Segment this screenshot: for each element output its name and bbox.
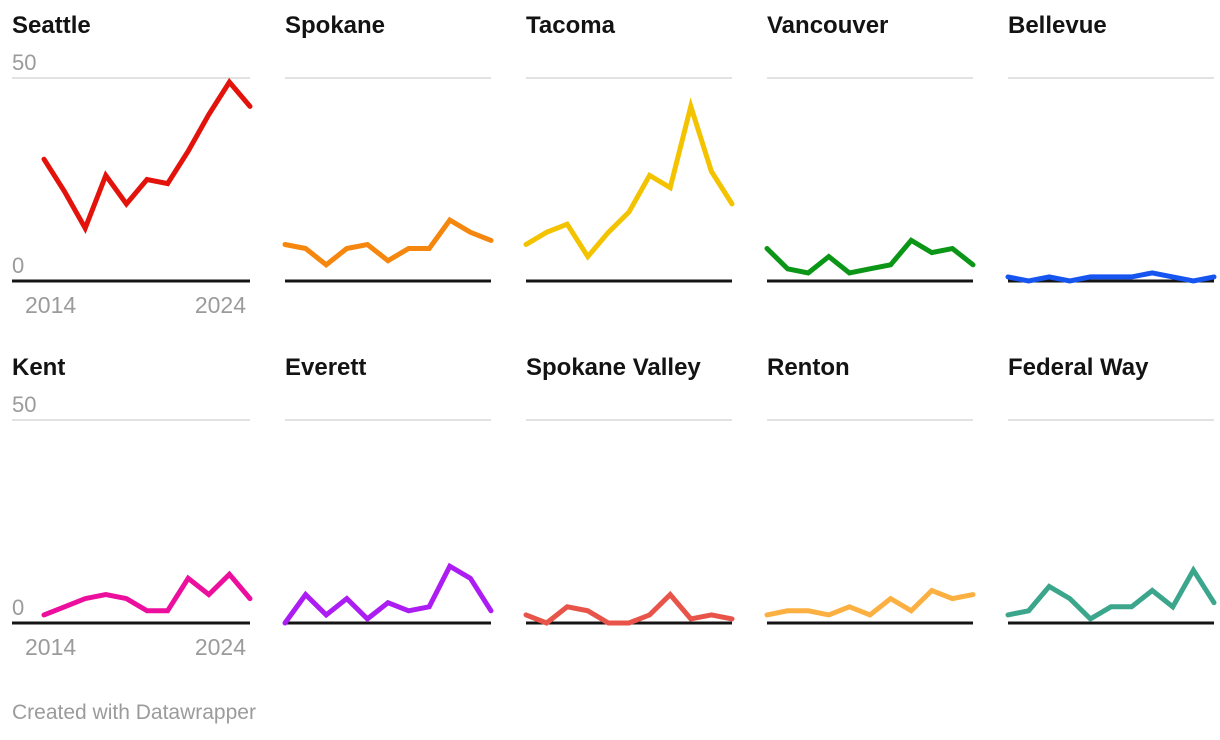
panel-plot-area: 50 0 2014 2024	[12, 50, 253, 318]
panel-plot-area	[523, 52, 735, 314]
panel-title: Seattle	[12, 12, 91, 39]
x-axis-tick-label-start: 2014	[25, 634, 77, 660]
line-chart-svg	[523, 77, 735, 283]
line-chart-svg	[12, 419, 253, 625]
panel-title: Everett	[285, 354, 367, 381]
panel-plot-area	[523, 394, 735, 656]
panel-title: Renton	[767, 354, 850, 381]
panel-title: Spokane Valley	[526, 354, 701, 381]
panel-vancouver: Vancouver	[764, 12, 976, 314]
panel-spokane: Spokane	[282, 12, 494, 314]
panel-tacoma: Tacoma	[523, 12, 735, 314]
panel-bellevue: Bellevue	[1005, 12, 1217, 314]
panel-renton: Renton	[764, 354, 976, 656]
panel-kent: Kent 50 0 2014 2024	[12, 354, 253, 660]
panel-title: Spokane	[285, 12, 386, 39]
line-chart-svg	[282, 77, 494, 283]
x-axis-tick-labels: 2014 2024	[12, 292, 250, 318]
line-chart-svg	[282, 419, 494, 626]
data-line-spokane-valley	[523, 590, 735, 626]
y-axis-tick-label-0: 0	[12, 595, 25, 620]
panel-title: Bellevue	[1008, 12, 1107, 39]
x-axis-tick-label-end: 2024	[194, 634, 246, 660]
line-chart-svg	[1005, 77, 1217, 284]
x-axis-tick-labels: 2014 2024	[12, 634, 250, 660]
data-line-bellevue	[1005, 270, 1217, 284]
data-line-kent	[41, 570, 253, 618]
line-chart-svg	[12, 77, 253, 283]
line-chart-svg	[764, 419, 976, 625]
panel-title: Federal Way	[1008, 354, 1149, 381]
line-chart-svg	[764, 77, 976, 283]
panel-title: Kent	[12, 354, 66, 381]
data-line-everett	[282, 562, 494, 626]
x-axis-tick-label-start: 2014	[25, 292, 77, 318]
small-multiples-grid: Seattle 50 0 2014 2024 Spokane Tacoma Vancouver…	[12, 12, 1220, 660]
data-line-federal-way	[1005, 565, 1217, 623]
panel-plot-area	[764, 394, 976, 656]
panel-spokane-valley: Spokane Valley	[523, 354, 735, 656]
panel-plot-area	[282, 52, 494, 314]
panel-everett: Everett	[282, 354, 494, 656]
data-line-spokane	[282, 216, 494, 268]
panel-title: Tacoma	[526, 12, 615, 39]
panel-title: Vancouver	[767, 12, 889, 39]
panel-plot-area	[1005, 394, 1217, 656]
panel-plot-area	[1005, 52, 1217, 314]
panel-plot-area	[764, 52, 976, 314]
data-line-tacoma	[523, 97, 735, 261]
y-axis-tick-label-50: 50	[12, 50, 37, 75]
x-axis-tick-label-end: 2024	[194, 292, 246, 318]
data-line-renton	[764, 587, 976, 618]
y-axis-tick-label-0: 0	[12, 253, 25, 278]
data-line-seattle	[41, 77, 253, 235]
line-chart-svg	[523, 419, 735, 626]
panel-plot-area: 50 0 2014 2024	[12, 392, 253, 660]
panel-federal-way: Federal Way	[1005, 354, 1217, 656]
panel-plot-area	[282, 394, 494, 656]
data-line-vancouver	[764, 237, 976, 276]
y-axis-tick-label-50: 50	[12, 392, 37, 417]
attribution-text: Created with Datawrapper	[12, 701, 256, 724]
panel-seattle: Seattle 50 0 2014 2024	[12, 12, 253, 318]
line-chart-svg	[1005, 419, 1217, 625]
